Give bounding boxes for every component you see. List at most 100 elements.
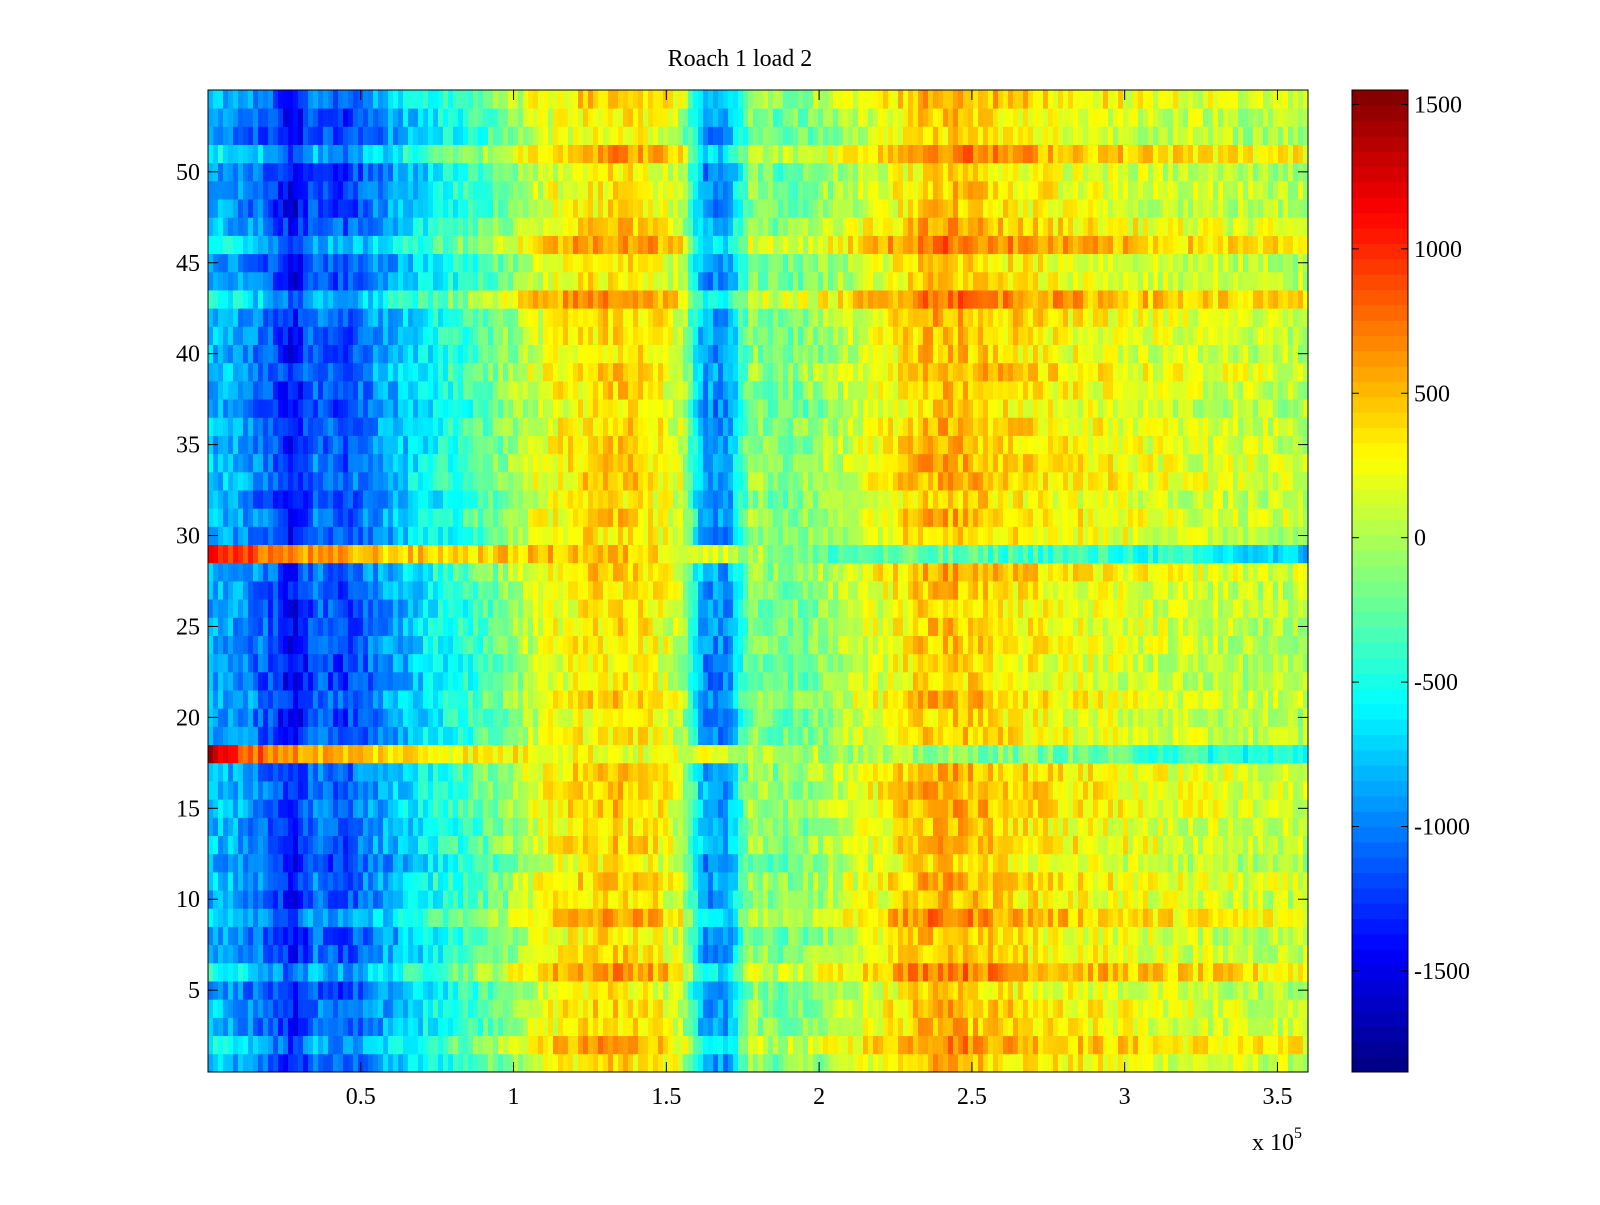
heatmap-cell — [1288, 708, 1294, 727]
heatmap-cell — [1133, 672, 1139, 691]
heatmap-cell — [998, 872, 1004, 891]
heatmap-cell — [538, 890, 544, 909]
heatmap-cell — [1248, 817, 1254, 836]
heatmap-cell — [1113, 745, 1119, 764]
heatmap-cell — [463, 799, 469, 818]
heatmap-cell — [933, 1036, 939, 1055]
heatmap-cell — [343, 690, 349, 709]
heatmap-cell — [1143, 908, 1149, 927]
heatmap-cell — [378, 672, 384, 691]
heatmap-cell — [318, 1017, 324, 1036]
heatmap-cell — [958, 908, 964, 927]
heatmap-cell — [1223, 708, 1229, 727]
heatmap-cell — [523, 999, 529, 1018]
heatmap-cell — [973, 890, 979, 909]
heatmap-cell — [1178, 690, 1184, 709]
heatmap-cell — [588, 963, 594, 982]
heatmap-cell — [1233, 836, 1239, 855]
heatmap-cell — [1023, 836, 1029, 855]
heatmap-cell — [1188, 817, 1194, 836]
heatmap-cell — [708, 763, 714, 782]
heatmap-cell — [303, 927, 309, 946]
heatmap-cell — [1238, 999, 1244, 1018]
heatmap-cell — [813, 1054, 819, 1073]
heatmap-cell — [1228, 690, 1234, 709]
heatmap-cell — [248, 963, 254, 982]
heatmap-cell — [768, 745, 774, 764]
heatmap-cell — [1283, 854, 1289, 873]
heatmap-cell — [428, 708, 434, 727]
heatmap-cell — [793, 726, 799, 745]
heatmap-cell — [418, 854, 424, 873]
heatmap-cell — [1283, 999, 1289, 1018]
heatmap-cell — [703, 763, 709, 782]
heatmap-cell — [613, 945, 619, 964]
heatmap-cell — [208, 945, 214, 964]
heatmap-cell — [1078, 817, 1084, 836]
heatmap-cell — [438, 890, 444, 909]
heatmap-cell — [473, 726, 479, 745]
heatmap-cell — [473, 672, 479, 691]
heatmap-cell — [893, 872, 899, 891]
heatmap-cell — [403, 672, 409, 691]
heatmap-cell — [1153, 781, 1159, 800]
heatmap-cell — [818, 708, 824, 727]
heatmap-cell — [683, 708, 689, 727]
heatmap-cell — [1003, 1017, 1009, 1036]
heatmap-cell — [913, 1017, 919, 1036]
heatmap-cell — [268, 745, 274, 764]
heatmap-cell — [488, 872, 494, 891]
heatmap-cell — [378, 654, 384, 673]
heatmap-cell — [658, 817, 664, 836]
heatmap-cell — [733, 726, 739, 745]
heatmap-cell — [1063, 890, 1069, 909]
heatmap-cell — [1233, 817, 1239, 836]
heatmap-cell — [593, 836, 599, 855]
heatmap-cell — [738, 927, 744, 946]
heatmap-cell — [1138, 799, 1144, 818]
heatmap-cell — [698, 927, 704, 946]
heatmap-cell — [648, 945, 654, 964]
heatmap-cell — [953, 690, 959, 709]
heatmap-cell — [1273, 745, 1279, 764]
heatmap-cell — [1078, 672, 1084, 691]
heatmap-cell — [763, 781, 769, 800]
heatmap-cell — [938, 781, 944, 800]
heatmap-cell — [493, 963, 499, 982]
heatmap-cell — [473, 817, 479, 836]
heatmap-cell — [943, 1017, 949, 1036]
heatmap-cell — [373, 1017, 379, 1036]
heatmap-cell — [733, 1036, 739, 1055]
heatmap-cell — [1048, 690, 1054, 709]
heatmap-cell — [503, 1054, 509, 1073]
heatmap-cell — [433, 690, 439, 709]
heatmap-cell — [648, 708, 654, 727]
heatmap-cell — [623, 799, 629, 818]
heatmap-cell — [753, 999, 759, 1018]
heatmap-cell — [268, 927, 274, 946]
heatmap-cell — [1033, 708, 1039, 727]
heatmap-cell — [283, 726, 289, 745]
heatmap-cell — [1173, 981, 1179, 1000]
heatmap-cell — [818, 963, 824, 982]
heatmap-cell — [943, 1054, 949, 1073]
heatmap-cell — [618, 1054, 624, 1073]
heatmap-cell — [1053, 781, 1059, 800]
heatmap-cell — [393, 836, 399, 855]
heatmap-cell — [783, 1054, 789, 1073]
heatmap-cell — [1278, 672, 1284, 691]
heatmap-cell — [338, 999, 344, 1018]
heatmap-cell — [973, 836, 979, 855]
heatmap-cell — [718, 672, 724, 691]
heatmap-cell — [803, 872, 809, 891]
heatmap-cell — [323, 799, 329, 818]
heatmap-cell — [363, 1036, 369, 1055]
heatmap-cell — [408, 817, 414, 836]
heatmap-cell — [668, 745, 674, 764]
heatmap-cell — [833, 890, 839, 909]
heatmap-cell — [818, 672, 824, 691]
heatmap-cell — [973, 672, 979, 691]
heatmap-cell — [1228, 799, 1234, 818]
heatmap-cell — [263, 981, 269, 1000]
heatmap-cell — [728, 799, 734, 818]
